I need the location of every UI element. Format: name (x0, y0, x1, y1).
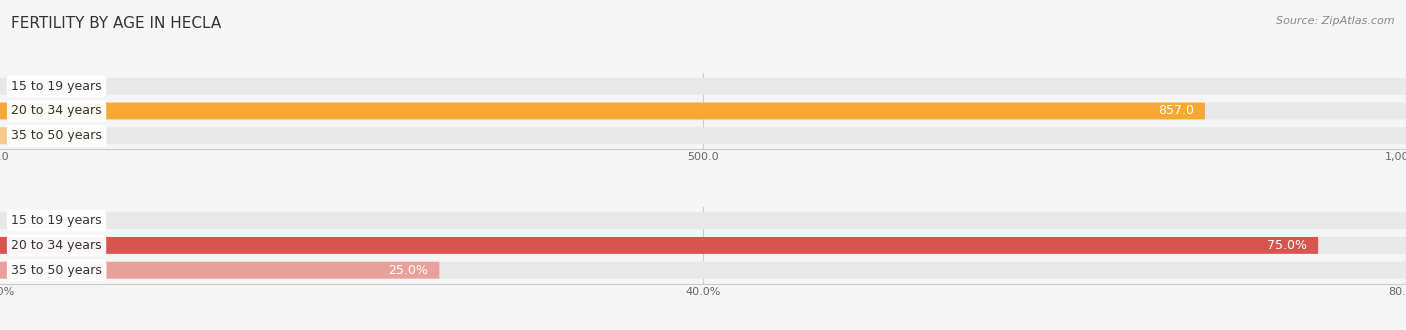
Text: 0.0%: 0.0% (35, 214, 67, 227)
Text: 35 to 50 years: 35 to 50 years (11, 129, 103, 142)
Text: 15 to 19 years: 15 to 19 years (11, 214, 101, 227)
FancyBboxPatch shape (0, 78, 1406, 95)
Text: 25.0%: 25.0% (388, 264, 427, 277)
Text: FERTILITY BY AGE IN HECLA: FERTILITY BY AGE IN HECLA (11, 16, 222, 31)
FancyBboxPatch shape (0, 103, 1406, 119)
Text: 67.0: 67.0 (35, 129, 63, 142)
FancyBboxPatch shape (0, 127, 1406, 144)
Text: 0.0: 0.0 (35, 80, 55, 93)
Text: 15 to 19 years: 15 to 19 years (11, 80, 101, 93)
Text: Source: ZipAtlas.com: Source: ZipAtlas.com (1277, 16, 1395, 26)
FancyBboxPatch shape (0, 262, 1406, 279)
Text: 857.0: 857.0 (1157, 105, 1194, 117)
Text: 75.0%: 75.0% (1267, 239, 1308, 252)
FancyBboxPatch shape (0, 237, 1319, 254)
FancyBboxPatch shape (0, 103, 1205, 119)
Text: 35 to 50 years: 35 to 50 years (11, 264, 103, 277)
Text: 20 to 34 years: 20 to 34 years (11, 239, 101, 252)
FancyBboxPatch shape (0, 127, 94, 144)
FancyBboxPatch shape (0, 262, 439, 279)
FancyBboxPatch shape (0, 212, 1406, 229)
FancyBboxPatch shape (0, 237, 1406, 254)
Text: 20 to 34 years: 20 to 34 years (11, 105, 101, 117)
